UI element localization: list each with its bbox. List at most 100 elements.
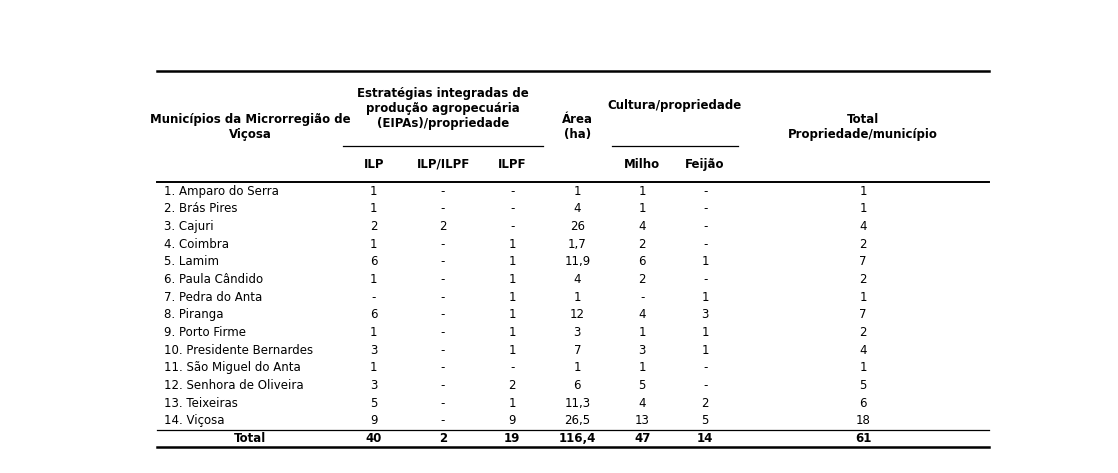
- Text: -: -: [703, 220, 708, 233]
- Text: 9: 9: [509, 414, 517, 428]
- Text: Área
(ha): Área (ha): [562, 113, 593, 141]
- Text: 1: 1: [509, 255, 517, 268]
- Text: 47: 47: [634, 432, 651, 445]
- Text: -: -: [440, 308, 445, 321]
- Text: 6: 6: [370, 308, 378, 321]
- Text: -: -: [703, 238, 708, 251]
- Text: 2: 2: [439, 220, 447, 233]
- Text: 14. Viçosa: 14. Viçosa: [164, 414, 225, 428]
- Text: 19: 19: [504, 432, 521, 445]
- Text: 116,4: 116,4: [559, 432, 596, 445]
- Text: 12: 12: [570, 308, 585, 321]
- Text: 5. Lamim: 5. Lamim: [164, 255, 219, 268]
- Text: -: -: [440, 326, 445, 339]
- Text: 2: 2: [638, 273, 646, 286]
- Text: 1: 1: [860, 185, 866, 198]
- Text: 4: 4: [574, 273, 581, 286]
- Text: ILP: ILP: [363, 158, 383, 171]
- Text: 2: 2: [638, 238, 646, 251]
- Text: 9. Porto Firme: 9. Porto Firme: [164, 326, 246, 339]
- Text: 4: 4: [860, 220, 866, 233]
- Text: 6: 6: [370, 255, 378, 268]
- Text: 1: 1: [638, 202, 646, 215]
- Text: Municípios da Microrregião de
Viçosa: Municípios da Microrregião de Viçosa: [150, 113, 351, 141]
- Text: 5: 5: [638, 379, 646, 392]
- Text: 1: 1: [509, 326, 517, 339]
- Text: 1: 1: [860, 202, 866, 215]
- Text: 1: 1: [370, 361, 378, 375]
- Text: 1: 1: [509, 273, 517, 286]
- Text: 40: 40: [366, 432, 382, 445]
- Text: -: -: [703, 361, 708, 375]
- Text: 2: 2: [439, 432, 447, 445]
- Text: Total
Propriedade/município: Total Propriedade/município: [788, 113, 938, 141]
- Text: 8. Piranga: 8. Piranga: [164, 308, 224, 321]
- Text: 1: 1: [860, 361, 866, 375]
- Text: -: -: [440, 344, 445, 357]
- Text: 3: 3: [370, 379, 378, 392]
- Text: Total: Total: [234, 432, 266, 445]
- Text: 6: 6: [574, 379, 581, 392]
- Text: 1: 1: [638, 326, 646, 339]
- Text: 3: 3: [638, 344, 646, 357]
- Text: -: -: [440, 414, 445, 428]
- Text: 2: 2: [701, 397, 709, 410]
- Text: 1: 1: [638, 361, 646, 375]
- Text: -: -: [440, 255, 445, 268]
- Text: 14: 14: [697, 432, 713, 445]
- Text: 5: 5: [701, 414, 709, 428]
- Text: 7. Pedra do Anta: 7. Pedra do Anta: [164, 291, 263, 304]
- Text: 1: 1: [574, 291, 581, 304]
- Text: 4: 4: [638, 308, 646, 321]
- Text: -: -: [510, 185, 514, 198]
- Text: 5: 5: [370, 397, 378, 410]
- Text: -: -: [641, 291, 644, 304]
- Text: 5: 5: [860, 379, 866, 392]
- Text: 3: 3: [370, 344, 378, 357]
- Text: -: -: [440, 379, 445, 392]
- Text: 1: 1: [701, 255, 709, 268]
- Text: Estratégias integradas de
produção agropecuária
(EIPAs)/propriedade: Estratégias integradas de produção agrop…: [357, 87, 529, 130]
- Text: 1: 1: [509, 344, 517, 357]
- Text: 13: 13: [635, 414, 650, 428]
- Text: 2: 2: [860, 273, 866, 286]
- Text: -: -: [440, 291, 445, 304]
- Text: 9: 9: [370, 414, 378, 428]
- Text: 3: 3: [701, 308, 709, 321]
- Text: 11. São Miguel do Anta: 11. São Miguel do Anta: [164, 361, 301, 375]
- Text: 1: 1: [509, 238, 517, 251]
- Text: ILP/ILPF: ILP/ILPF: [416, 158, 470, 171]
- Text: 10. Presidente Bernardes: 10. Presidente Bernardes: [164, 344, 313, 357]
- Text: 7: 7: [574, 344, 581, 357]
- Text: 4: 4: [638, 220, 646, 233]
- Text: 61: 61: [855, 432, 871, 445]
- Text: 6: 6: [638, 255, 646, 268]
- Text: 6: 6: [860, 397, 866, 410]
- Text: -: -: [440, 185, 445, 198]
- Text: -: -: [510, 220, 514, 233]
- Text: 1: 1: [638, 185, 646, 198]
- Text: 7: 7: [860, 308, 866, 321]
- Text: 11,9: 11,9: [565, 255, 590, 268]
- Text: 1: 1: [370, 185, 378, 198]
- Text: 12. Senhora de Oliveira: 12. Senhora de Oliveira: [164, 379, 304, 392]
- Text: -: -: [510, 361, 514, 375]
- Text: 7: 7: [860, 255, 866, 268]
- Text: -: -: [440, 202, 445, 215]
- Text: 1: 1: [370, 326, 378, 339]
- Text: 1: 1: [370, 273, 378, 286]
- Text: 4: 4: [638, 397, 646, 410]
- Text: 1: 1: [860, 291, 866, 304]
- Text: -: -: [703, 185, 708, 198]
- Text: 4. Coimbra: 4. Coimbra: [164, 238, 229, 251]
- Text: 2: 2: [860, 238, 866, 251]
- Text: -: -: [703, 202, 708, 215]
- Text: ILPF: ILPF: [499, 158, 527, 171]
- Text: 11,3: 11,3: [565, 397, 590, 410]
- Text: -: -: [510, 202, 514, 215]
- Text: Feijão: Feijão: [685, 158, 724, 171]
- Text: 2: 2: [509, 379, 517, 392]
- Text: 2: 2: [370, 220, 378, 233]
- Text: 1: 1: [370, 202, 378, 215]
- Text: -: -: [440, 238, 445, 251]
